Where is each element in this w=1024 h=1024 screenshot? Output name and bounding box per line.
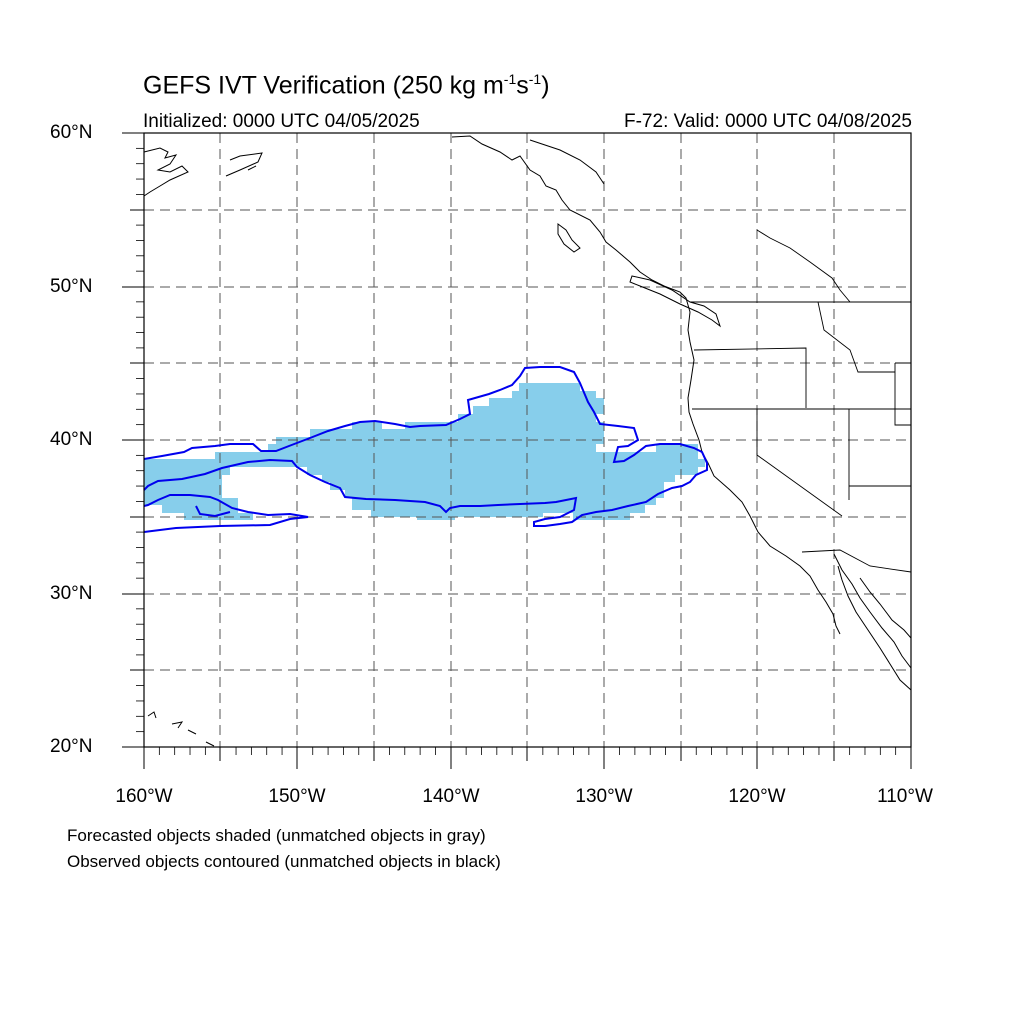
border-ab-bc [756,229,851,303]
grid-lines [144,133,911,747]
border-ca-nv [756,409,843,517]
valid-time: F-72: Valid: 0000 UTC 04/08/2025 [624,111,912,132]
forecast-object-main [144,383,705,520]
coastline-mexico-mainland [859,577,912,639]
observed-objects [143,366,708,533]
border-id-mt [817,301,895,373]
lon-label-150w: 150°W [268,786,326,807]
coastline-baja [833,553,912,691]
coastline-haida-gwaii [557,223,581,253]
lon-label-160w: 160°W [115,786,173,807]
chart-title: GEFS IVT Verification (250 kg m-1s-1) [143,71,550,100]
lon-label-110w: 110°W [877,786,933,807]
coastline-gulf-alaska-north [529,139,605,185]
minor-ticks [136,147,897,755]
lat-label-20: 20°N [50,736,93,757]
axis-ticks [122,132,912,769]
note-forecast: Forecasted objects shaded (unmatched obj… [67,826,486,845]
coastline-hawaii [147,711,215,747]
coastline-bc-alaska-panhandle [451,135,841,635]
observed-object-south [143,494,309,533]
note-observed: Observed objects contoured (unmatched ob… [67,852,501,871]
border-wa-or [693,347,807,408]
observed-object-main [143,366,708,527]
border-wy [894,362,911,426]
lon-label-130w: 130°W [575,786,633,807]
lat-label-50: 50°N [50,276,93,297]
lon-label-120w: 120°W [728,786,786,807]
coastline-alaska-islands [225,152,263,177]
coastlines [143,135,912,747]
lat-label-40: 40°N [50,429,93,450]
political-boundaries [690,229,912,573]
forecast-objects [144,383,705,520]
lat-label-60: 60°N [50,122,93,143]
initialized-time: Initialized: 0000 UTC 04/05/2025 [143,111,420,132]
lon-label-140w: 140°W [422,786,480,807]
coastline-alaska [143,147,189,197]
lat-label-30: 30°N [50,583,93,604]
border-us-mexico [801,549,912,573]
coastline-vancouver-island [629,275,721,328]
